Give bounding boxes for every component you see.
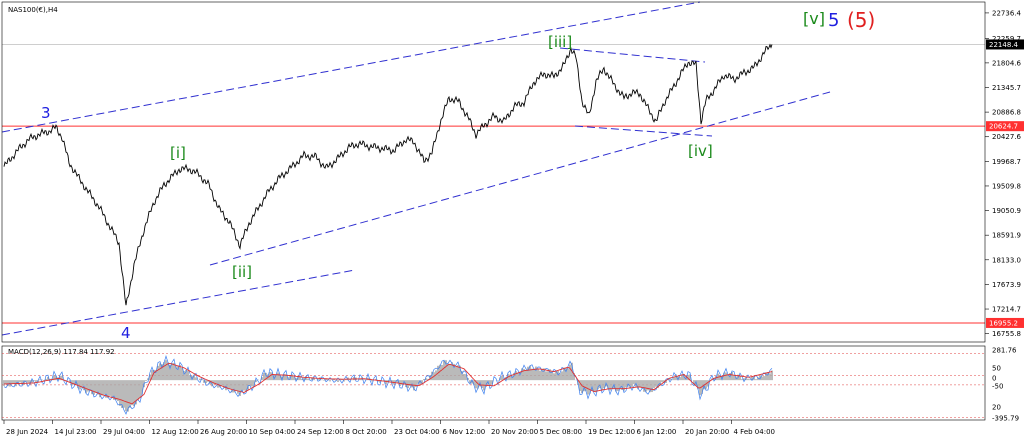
- wave-label: [v]: [803, 9, 825, 28]
- time-tick-label: 20 Nov 20:00: [491, 428, 538, 436]
- price-tick-label: 20886.8: [992, 109, 1021, 117]
- time-tick-label: 10 Sep 04:00: [249, 428, 296, 436]
- channel-line: [209, 91, 831, 266]
- wave-label: [iv]: [688, 142, 713, 160]
- price-tick-label: 16755.8: [992, 330, 1021, 338]
- time-tick-label: 12 Aug 12:00: [152, 428, 199, 436]
- price-tick-label: 18591.9: [992, 232, 1021, 240]
- wave-label: 4: [121, 324, 131, 342]
- time-tick-label: 23 Oct 04:00: [394, 428, 440, 436]
- macd-tick-label: 50: [992, 365, 1001, 373]
- symbol-label: NAS100(€),H4: [8, 6, 58, 14]
- time-tick-label: 26 Aug 20:00: [200, 428, 247, 436]
- price-tick-label: 19050.9: [992, 207, 1021, 215]
- time-tick-label: 19 Dec 12:00: [588, 428, 635, 436]
- time-tick-label: 20 Jan 20:00: [685, 428, 729, 436]
- price-tick-label: 21804.6: [992, 59, 1021, 67]
- macd-tick-label: 0: [992, 375, 996, 383]
- price-tick-label: 19509.8: [992, 182, 1021, 190]
- wave-label: [iii]: [548, 33, 572, 51]
- price-level-tag: [986, 317, 1024, 328]
- price-tick-label: 22259.7: [992, 35, 1021, 43]
- time-tick-label: 24 Sep 12:00: [297, 428, 344, 436]
- macd-tick-label: -50: [992, 383, 1003, 391]
- macd-tick-label: -395.79: [992, 415, 1019, 423]
- time-tick-label: 6 Jan 12:00: [637, 428, 677, 436]
- price-series-line: [3, 43, 773, 306]
- wave-label: 3: [41, 104, 51, 122]
- price-tick-label: 18133.0: [992, 256, 1021, 264]
- wave-label: (5): [847, 8, 875, 32]
- wave-label: 5: [828, 10, 839, 31]
- price-tick-label: 21345.7: [992, 84, 1021, 92]
- time-tick-label: 14 Jul 23:00: [55, 428, 97, 436]
- current-price-label: 22148.4: [989, 41, 1018, 49]
- macd-tick-label: 20: [992, 404, 1001, 412]
- time-tick-label: 28 Jun 2024: [6, 428, 49, 436]
- main-panel-frame: [1, 1, 986, 343]
- time-tick-label: 5 Dec 08:00: [540, 428, 583, 436]
- price-tick-label: 22736.4: [992, 9, 1021, 17]
- price-level-label: 16955.2: [989, 319, 1018, 327]
- time-tick-label: 4 Feb 04:00: [734, 428, 775, 436]
- price-tick-label: 19968.7: [992, 158, 1021, 166]
- channel-line: [574, 125, 713, 137]
- macd-panel-frame: [1, 345, 986, 421]
- price-level-tag: [986, 121, 1024, 132]
- time-tick-label: 6 Nov 12:00: [443, 428, 486, 436]
- channel-line: [1, 269, 356, 336]
- price-level-label: 20624.7: [989, 123, 1018, 131]
- current-price-tag: [986, 39, 1024, 50]
- time-tick-label: 8 Oct 20:00: [346, 428, 387, 436]
- channel-line: [1, 1, 701, 133]
- wave-label: [i]: [170, 144, 186, 162]
- time-tick-label: 29 Jul 04:00: [103, 428, 145, 436]
- channel-line: [559, 47, 706, 63]
- macd-label: MACD(12,26,9) 117.84 117.92: [8, 348, 115, 356]
- macd-signal-line: [4, 362, 773, 405]
- price-tick-label: 17214.7: [992, 306, 1021, 314]
- price-tick-label: 20427.6: [992, 133, 1021, 141]
- wave-label: [ii]: [232, 263, 252, 281]
- macd-tick-label: 281.76: [992, 347, 1017, 355]
- price-tick-label: 17673.9: [992, 281, 1021, 289]
